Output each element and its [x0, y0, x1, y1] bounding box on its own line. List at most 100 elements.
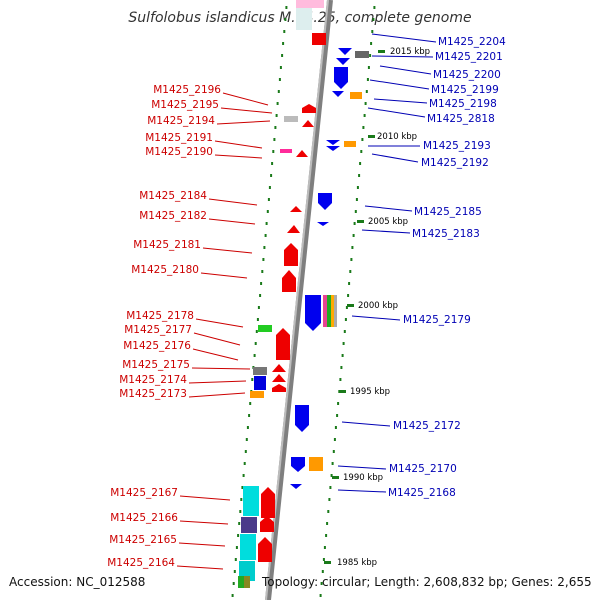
gene-forward[interactable]	[302, 104, 316, 113]
gene-label[interactable]: M1425_2177	[124, 324, 192, 336]
tick-mark	[340, 366, 343, 369]
gene-reverse[interactable]	[326, 140, 340, 145]
gene-forward[interactable]	[260, 516, 274, 532]
gene-forward[interactable]	[284, 243, 298, 266]
gene-misc[interactable]	[355, 51, 369, 58]
gene-misc[interactable]	[309, 457, 323, 471]
gene-misc[interactable]	[240, 534, 256, 560]
gene-forward[interactable]	[272, 384, 286, 392]
tick-mark	[323, 546, 326, 549]
tick-mark	[356, 186, 359, 189]
gene-label[interactable]: M1425_2176	[123, 340, 191, 352]
gene-misc[interactable]	[250, 391, 264, 398]
gene-label[interactable]: M1425_2184	[139, 190, 207, 202]
leader-line	[179, 495, 231, 501]
gene-reverse[interactable]	[291, 457, 305, 472]
gene-misc[interactable]	[284, 116, 298, 122]
gene-label[interactable]: M1425_2204	[438, 36, 506, 48]
gene-forward[interactable]	[312, 33, 326, 45]
gene-label[interactable]: M1425_2166	[110, 512, 178, 524]
gene-label[interactable]: M1425_2178	[126, 310, 194, 322]
gene-label[interactable]: M1425_2191	[145, 132, 213, 144]
gene-misc[interactable]	[327, 295, 331, 327]
gene-reverse[interactable]	[338, 48, 352, 55]
gene-reverse[interactable]	[332, 91, 344, 97]
gene-label[interactable]: M1425_2181	[133, 239, 201, 251]
gene-label[interactable]: M1425_2190	[145, 146, 213, 158]
gene-reverse[interactable]	[317, 222, 329, 226]
gene-reverse[interactable]	[326, 146, 340, 151]
gene-label[interactable]: M1425_2183	[412, 228, 480, 240]
gene-label[interactable]: M1425_2200	[433, 69, 501, 81]
gene-forward[interactable]	[287, 225, 300, 233]
tick-mark	[261, 270, 264, 273]
gene-misc[interactable]	[253, 367, 267, 375]
gene-label[interactable]: M1425_2193	[423, 140, 491, 152]
gene-misc[interactable]	[241, 517, 257, 533]
gene-label[interactable]: M1425_2167	[110, 487, 178, 499]
gene-misc[interactable]	[244, 576, 250, 588]
major-tick	[378, 50, 385, 53]
gene-forward[interactable]	[282, 270, 296, 292]
gene-misc[interactable]	[280, 149, 292, 153]
gene-label[interactable]: M1425_2195	[151, 99, 219, 111]
gene-label[interactable]: M1425_2180	[131, 264, 199, 276]
gene-misc[interactable]	[344, 141, 356, 147]
gene-label[interactable]: M1425_2170	[389, 463, 457, 475]
gene-label[interactable]: M1425_2179	[403, 314, 471, 326]
gene-misc[interactable]	[350, 92, 362, 99]
gene-label[interactable]: M1425_2198	[429, 98, 497, 110]
gene-label[interactable]: M1425_2192	[421, 157, 489, 169]
gene-misc[interactable]	[334, 295, 337, 327]
gene-reverse[interactable]	[305, 295, 321, 331]
gene-forward[interactable]	[258, 537, 272, 562]
gene-misc[interactable]	[238, 576, 244, 588]
gene-forward[interactable]	[261, 487, 275, 518]
gene-misc[interactable]	[323, 295, 327, 327]
kbp-label: 2005 kbp	[368, 217, 408, 227]
gene-label[interactable]: M1425_2175	[122, 359, 190, 371]
tick-mark	[344, 318, 347, 321]
tick-mark	[265, 222, 268, 225]
gene-forward[interactable]	[302, 120, 314, 127]
tick-mark	[370, 42, 373, 45]
gene-label[interactable]: M1425_2168	[388, 487, 456, 499]
leader-line	[193, 332, 241, 346]
tick-mark	[330, 474, 333, 477]
gene-label[interactable]: M1425_2174	[119, 374, 187, 386]
gene-label[interactable]: M1425_2818	[427, 113, 495, 125]
gene-misc[interactable]	[296, 8, 312, 30]
gene-label[interactable]: M1425_2164	[107, 557, 175, 569]
gene-forward[interactable]	[272, 374, 286, 382]
gene-label[interactable]: M1425_2165	[109, 534, 177, 546]
gene-label[interactable]: M1425_2194	[147, 115, 215, 127]
gene-misc[interactable]	[331, 295, 334, 327]
gene-forward[interactable]	[290, 206, 302, 212]
tick-mark	[246, 426, 249, 429]
gene-reverse[interactable]	[290, 484, 302, 489]
gene-reverse[interactable]	[318, 193, 332, 210]
gene-misc[interactable]	[258, 325, 272, 332]
gene-label[interactable]: M1425_2196	[153, 84, 221, 96]
gene-label[interactable]: M1425_2182	[139, 210, 207, 222]
gene-reverse[interactable]	[295, 405, 309, 432]
tick-mark	[270, 174, 273, 177]
gene-label[interactable]: M1425_2173	[119, 388, 187, 400]
topology-text: Topology: circular; Length: 2,608,832 bp…	[262, 575, 592, 589]
gene-label[interactable]: M1425_2201	[435, 51, 503, 63]
gene-label[interactable]: M1425_2185	[414, 206, 482, 218]
gene-misc[interactable]	[243, 486, 259, 516]
leader-line	[369, 79, 430, 90]
gene-forward[interactable]	[276, 328, 290, 360]
gene-label[interactable]: M1425_2172	[393, 420, 461, 432]
gene-misc[interactable]	[296, 0, 324, 8]
gene-reverse[interactable]	[334, 67, 348, 89]
tick-mark	[251, 378, 254, 381]
gene-misc[interactable]	[254, 376, 266, 390]
gene-forward[interactable]	[272, 364, 286, 372]
gene-label[interactable]: M1425_2199	[431, 84, 499, 96]
leader-line	[176, 565, 224, 570]
gene-forward[interactable]	[296, 150, 308, 157]
gene-reverse[interactable]	[336, 58, 350, 65]
